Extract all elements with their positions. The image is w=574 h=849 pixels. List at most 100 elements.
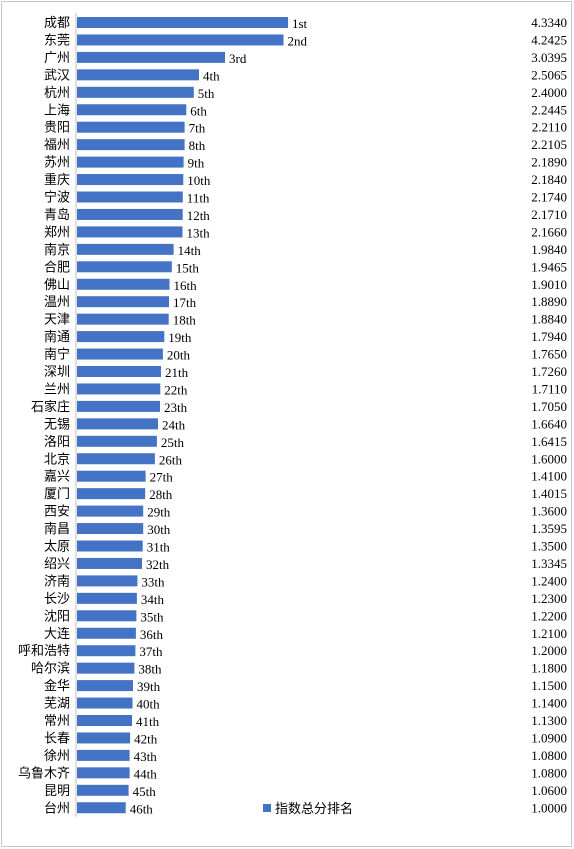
legend: 指数总分排名: [263, 801, 353, 817]
value-label: 1.6000: [531, 451, 567, 466]
category-label: 西安: [44, 505, 70, 520]
category-label: 乌鲁木齐: [18, 765, 70, 781]
category-label: 青岛: [44, 207, 70, 223]
value-label: 1.0800: [531, 748, 567, 763]
value-label: 4.3340: [531, 15, 567, 30]
bar-row: 杭州 5th 2.4000: [44, 85, 567, 101]
value-label: 2.1840: [531, 172, 567, 187]
bar-row: 成都 1st 4.3340: [44, 15, 567, 31]
category-label: 哈尔滨: [31, 661, 70, 677]
bar-row: 郑州 13th 2.1660: [44, 224, 567, 240]
rank-label: 38th: [138, 662, 162, 677]
category-label: 长春: [44, 731, 70, 746]
bar-row: 福州 8th 2.2105: [44, 137, 567, 153]
bar-row: 徐州 43th 1.0800: [44, 748, 567, 764]
value-label: 2.1740: [531, 190, 567, 205]
bar-row: 台州 46th 1.0000: [44, 800, 567, 816]
bar-row: 金华 39th 1.1500: [44, 678, 567, 694]
category-label: 杭州: [44, 86, 70, 101]
bar: [77, 575, 138, 587]
category-label: 大连: [44, 626, 70, 642]
value-label: 1.9465: [531, 259, 567, 274]
category-label: 合肥: [44, 260, 70, 275]
category-label: 东莞: [44, 33, 70, 48]
rank-label: 35th: [140, 609, 164, 624]
rank-label: 15th: [176, 260, 200, 275]
bar-row: 北京 26th 1.6000: [44, 451, 567, 467]
value-label: 1.7260: [531, 364, 567, 379]
rank-label: 36th: [140, 627, 164, 642]
category-label: 厦门: [44, 487, 70, 502]
bar-row: 长沙 34th 1.2300: [44, 591, 567, 607]
bar-row: 长春 42th 1.0900: [44, 730, 567, 746]
rank-label: 41th: [136, 714, 160, 729]
bar-row: 济南 33th 1.2400: [44, 573, 567, 589]
bar-row: 呼和浩特 37th 1.2000: [18, 643, 567, 659]
bar: [77, 86, 194, 98]
value-label: 1.2400: [531, 573, 567, 588]
value-label: 1.1500: [531, 678, 567, 693]
bar: [77, 470, 146, 482]
value-label: 1.3345: [531, 556, 567, 571]
legend-label: 指数总分排名: [275, 801, 353, 817]
bar: [77, 592, 137, 604]
rank-label: 5th: [198, 86, 215, 101]
bar: [77, 435, 157, 447]
bar-row: 洛阳 25th 1.6415: [44, 434, 567, 450]
bar-row: 贵阳 7th 2.2110: [44, 120, 567, 136]
rank-label: 3rd: [229, 51, 247, 66]
value-label: 2.2105: [531, 137, 567, 152]
rank-label: 28th: [149, 487, 173, 502]
bar: [77, 366, 161, 377]
category-label: 广州: [44, 51, 70, 66]
value-label: 2.1890: [531, 155, 567, 170]
rank-label: 6th: [190, 103, 207, 118]
rank-label: 25th: [161, 435, 185, 450]
rank-label: 18th: [173, 313, 197, 328]
category-label: 南通: [44, 329, 70, 345]
bar-row: 天津 18th 1.8840: [44, 312, 567, 328]
bar-row: 青岛 12th 2.1710: [44, 207, 567, 223]
bar-row: 合肥 15th 1.9465: [44, 259, 567, 275]
rank-label: 10th: [187, 173, 211, 188]
bar-row: 嘉兴 27th 1.4100: [44, 469, 567, 485]
bar-row: 南京 14th 1.9840: [44, 242, 567, 258]
bar: [77, 261, 172, 273]
rank-label: 12th: [187, 208, 211, 223]
bar-row: 乌鲁木齐 44th 1.0800: [18, 765, 567, 781]
bar: [77, 331, 165, 343]
bar-row: 温州 17th 1.8890: [44, 294, 567, 310]
category-label: 天津: [44, 313, 70, 328]
bar: [77, 313, 169, 325]
rank-label: 11th: [187, 191, 210, 206]
value-label: 1.1400: [531, 696, 567, 711]
value-label: 1.1300: [531, 713, 567, 728]
bar: [77, 749, 130, 761]
value-label: 2.1710: [531, 207, 567, 222]
rank-label: 29th: [147, 505, 171, 520]
bar: [77, 348, 163, 360]
bar-row: 沈阳 35th 1.2200: [44, 608, 567, 624]
value-label: 1.4100: [531, 469, 567, 484]
category-label: 佛山: [44, 278, 70, 293]
rank-label: 27th: [150, 470, 174, 485]
rank-label: 2nd: [288, 33, 308, 48]
category-label: 常州: [44, 714, 70, 729]
bar: [77, 610, 137, 622]
rank-label: 1st: [292, 16, 308, 31]
category-label: 芜湖: [44, 697, 70, 712]
bar: [77, 784, 129, 796]
bar: [77, 278, 170, 290]
value-label: 1.3500: [531, 539, 567, 554]
value-label: 1.1800: [531, 661, 567, 676]
bar: [77, 208, 183, 220]
bar-row: 南宁 20th 1.7650: [44, 347, 567, 363]
bar-row: 石家庄 23th 1.7050: [31, 399, 567, 415]
bar-row: 常州 41th 1.1300: [44, 713, 567, 729]
category-label: 洛阳: [44, 435, 70, 450]
bar-row: 武汉 4th 2.5065: [44, 67, 567, 83]
category-label: 金华: [44, 678, 70, 694]
rank-label: 4th: [203, 68, 220, 83]
bar-row: 芜湖 40th 1.1400: [44, 696, 567, 712]
